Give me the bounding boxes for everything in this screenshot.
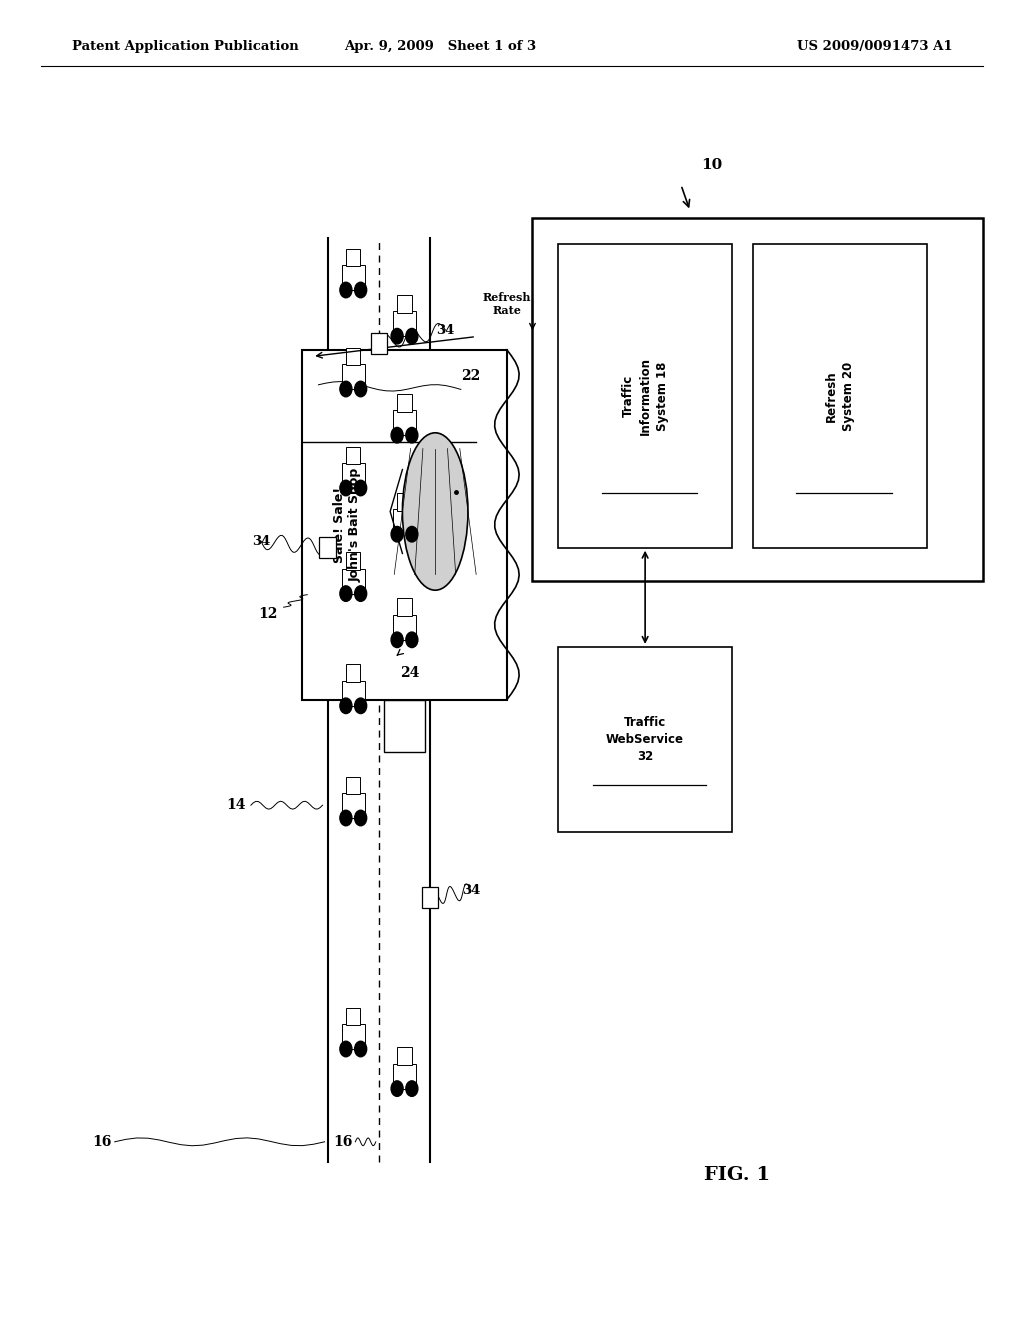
Text: 14: 14 <box>225 799 246 812</box>
Bar <box>384 700 425 752</box>
Circle shape <box>406 329 418 345</box>
Bar <box>397 294 412 313</box>
Text: Refresh
System 20: Refresh System 20 <box>824 362 855 430</box>
Bar <box>397 393 412 412</box>
Bar <box>558 647 732 832</box>
Text: US 2009/0091473 A1: US 2009/0091473 A1 <box>797 40 952 53</box>
Bar <box>346 664 360 682</box>
Circle shape <box>391 329 403 345</box>
Bar <box>753 244 927 548</box>
Bar <box>342 463 365 488</box>
Circle shape <box>406 1081 418 1097</box>
Text: 12: 12 <box>259 607 278 620</box>
Circle shape <box>354 810 367 826</box>
Bar <box>558 244 732 548</box>
Text: 34: 34 <box>462 884 480 898</box>
Circle shape <box>406 428 418 444</box>
Circle shape <box>340 480 352 496</box>
Circle shape <box>391 527 403 543</box>
Bar <box>422 887 438 908</box>
Bar <box>397 1047 412 1065</box>
Bar <box>393 615 416 640</box>
Bar <box>393 510 416 535</box>
Circle shape <box>391 1081 403 1097</box>
Bar <box>393 1064 416 1089</box>
Bar <box>342 793 365 818</box>
Circle shape <box>391 428 403 444</box>
Bar <box>302 350 507 700</box>
Bar <box>346 446 360 465</box>
Circle shape <box>354 381 367 397</box>
Circle shape <box>406 527 418 543</box>
Circle shape <box>340 1041 352 1057</box>
Text: 16: 16 <box>334 1135 352 1148</box>
Text: 10: 10 <box>701 158 722 172</box>
Bar <box>346 1007 360 1026</box>
Text: 22: 22 <box>462 370 480 383</box>
Circle shape <box>340 381 352 397</box>
Bar <box>393 312 416 337</box>
Bar <box>346 347 360 366</box>
Bar <box>371 333 387 354</box>
Bar <box>342 364 365 389</box>
Text: 34: 34 <box>252 535 270 548</box>
Text: Traffic
Information
System 18: Traffic Information System 18 <box>622 356 669 436</box>
Circle shape <box>354 480 367 496</box>
Bar <box>393 411 416 436</box>
Text: Refresh
Rate: Refresh Rate <box>482 292 531 315</box>
Text: FIG. 1: FIG. 1 <box>705 1166 770 1184</box>
Bar <box>342 569 365 594</box>
Text: Patent Application Publication: Patent Application Publication <box>72 40 298 53</box>
Circle shape <box>354 1041 367 1057</box>
Text: 34: 34 <box>436 323 455 337</box>
Text: Traffic
WebService
32: Traffic WebService 32 <box>606 715 684 763</box>
Bar <box>319 537 336 558</box>
Bar <box>397 492 412 511</box>
Bar <box>342 681 365 706</box>
Circle shape <box>354 586 367 602</box>
Text: 24: 24 <box>400 667 419 680</box>
Circle shape <box>340 586 352 602</box>
Text: 16: 16 <box>93 1135 112 1148</box>
Circle shape <box>354 282 367 298</box>
Circle shape <box>391 632 403 648</box>
Bar <box>342 265 365 290</box>
Circle shape <box>340 282 352 298</box>
Circle shape <box>354 698 367 714</box>
Text: Apr. 9, 2009   Sheet 1 of 3: Apr. 9, 2009 Sheet 1 of 3 <box>344 40 537 53</box>
Bar <box>342 1024 365 1049</box>
Bar <box>397 598 412 616</box>
Circle shape <box>340 698 352 714</box>
Circle shape <box>406 632 418 648</box>
Bar <box>346 248 360 267</box>
Ellipse shape <box>402 433 468 590</box>
Bar <box>346 776 360 795</box>
Bar <box>532 218 983 581</box>
Circle shape <box>340 810 352 826</box>
Bar <box>346 552 360 570</box>
Text: Sale! Sale!
John's Bait Shop: Sale! Sale! John's Bait Shop <box>333 467 361 582</box>
